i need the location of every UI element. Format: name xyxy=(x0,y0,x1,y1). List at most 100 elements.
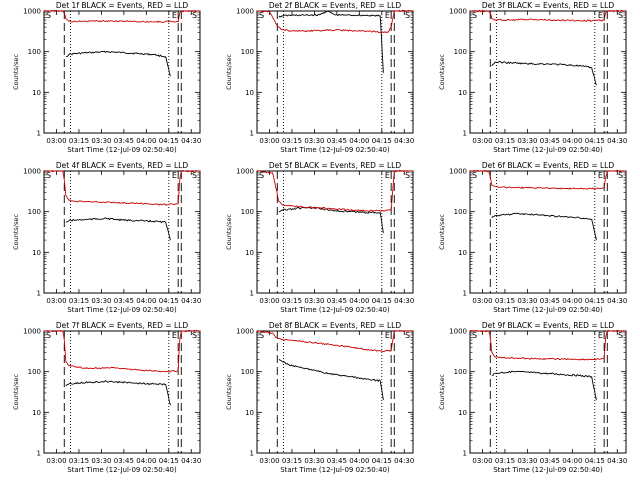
chart-title: Det 4f BLACK = Events, RED = LLD xyxy=(56,161,189,170)
y-tick-label: 100 xyxy=(454,368,467,376)
plot-frame xyxy=(43,170,201,294)
x-tick-label: 04:00 xyxy=(349,137,369,145)
chart-title: Det 5f BLACK = Events, RED = LLD xyxy=(269,161,402,170)
chart-panel-9: Det 9f BLACK = Events, RED = LLD 1 10 100 10… xyxy=(438,321,627,474)
x-tick-label: 04:00 xyxy=(562,137,582,145)
x-tick-label: 03:30 xyxy=(304,457,324,465)
plot-frame xyxy=(256,10,414,134)
start-marker-label: S xyxy=(472,331,477,340)
y-tick-label: 1 xyxy=(250,130,254,138)
series-line-lld xyxy=(256,9,414,34)
end-marker-label: E xyxy=(172,331,177,340)
x-tick-label: 03:30 xyxy=(517,137,537,145)
chart-title: Det 6f BLACK = Events, RED = LLD xyxy=(482,161,615,170)
end-marker-label: E xyxy=(385,331,390,340)
x-tick-label: 03:00 xyxy=(472,297,492,305)
x-tick-label: 04:30 xyxy=(394,137,414,145)
x-tick-label: 04:00 xyxy=(136,457,156,465)
x-tick-label: 03:30 xyxy=(91,137,111,145)
x-tick-label: 03:00 xyxy=(259,137,279,145)
start-marker-label: S xyxy=(259,171,264,180)
x-tick-label: 04:00 xyxy=(349,297,369,305)
y-tick-label: 1000 xyxy=(23,168,41,176)
y-tick-label: 1 xyxy=(37,290,41,298)
x-tick-label: 03:45 xyxy=(540,297,560,305)
x-tick-label: 03:45 xyxy=(327,297,347,305)
x-tick-label: 03:15 xyxy=(495,137,515,145)
x-tick-label: 03:45 xyxy=(540,137,560,145)
x-tick-label: 04:15 xyxy=(585,457,605,465)
x-tick-label: 03:45 xyxy=(114,137,134,145)
x-axis-label: Start Time (12-Jul-09 02:50:40) xyxy=(67,306,177,314)
y-tick-label: 100 xyxy=(28,368,41,376)
second-start-marker-label: S xyxy=(192,11,197,20)
second-start-marker-label: S xyxy=(192,331,197,340)
y-tick-label: 1 xyxy=(463,290,467,298)
y-tick-label: 10 xyxy=(245,89,254,97)
x-tick-label: 04:30 xyxy=(394,297,414,305)
x-tick-label: 04:15 xyxy=(585,297,605,305)
y-tick-label: 1000 xyxy=(236,328,254,336)
x-tick-label: 04:15 xyxy=(159,297,179,305)
series-line-lld xyxy=(256,330,414,353)
x-tick-label: 04:15 xyxy=(372,137,392,145)
x-tick-label: 04:30 xyxy=(607,457,627,465)
x-tick-label: 03:15 xyxy=(282,137,302,145)
chart-title: Det 2f BLACK = Events, RED = LLD xyxy=(269,1,402,10)
chart-title: Det 7f BLACK = Events, RED = LLD xyxy=(56,321,189,330)
end-marker-label: E xyxy=(172,11,177,20)
chart-panel-7: Det 7f BLACK = Events, RED = LLD 1 10 100 10… xyxy=(12,321,201,474)
series-line-events xyxy=(65,217,171,241)
second-start-marker-label: S xyxy=(618,11,623,20)
x-tick-label: 04:00 xyxy=(562,297,582,305)
start-marker-label: S xyxy=(259,11,264,20)
plot-frame xyxy=(469,10,627,134)
y-tick-label: 100 xyxy=(241,368,254,376)
x-tick-label: 04:00 xyxy=(136,297,156,305)
series-line-lld xyxy=(469,9,627,22)
y-tick-label: 100 xyxy=(28,48,41,56)
end-marker-label: E xyxy=(385,171,390,180)
series-line-events xyxy=(278,206,384,233)
chart-panel-1: Det 1f BLACK = Events, RED = LLD 1 10 100 10… xyxy=(12,1,201,154)
chart-panel-5: Det 5f BLACK = Events, RED = LLD 1 10 100 10… xyxy=(225,161,414,314)
x-tick-label: 03:45 xyxy=(327,457,347,465)
y-tick-label: 1000 xyxy=(23,328,41,336)
x-axis-label: Start Time (12-Jul-09 02:50:40) xyxy=(67,146,177,154)
end-marker-label: E xyxy=(598,331,603,340)
y-tick-label: 1 xyxy=(37,450,41,458)
x-tick-label: 03:00 xyxy=(259,457,279,465)
x-tick-label: 04:00 xyxy=(349,457,369,465)
x-tick-label: 04:15 xyxy=(585,137,605,145)
series-line-events xyxy=(65,380,171,406)
plot-frame xyxy=(469,330,627,454)
x-tick-label: 03:30 xyxy=(304,297,324,305)
x-tick-label: 03:15 xyxy=(69,137,89,145)
second-start-marker-label: S xyxy=(618,331,623,340)
x-tick-label: 04:15 xyxy=(159,457,179,465)
chart-title: Det 9f BLACK = Events, RED = LLD xyxy=(482,321,615,330)
series-line-events xyxy=(278,10,384,73)
chart-panel-2: Det 2f BLACK = Events, RED = LLD 1 10 100 10… xyxy=(225,1,414,154)
plot-frame xyxy=(43,330,201,454)
x-tick-label: 04:30 xyxy=(607,297,627,305)
x-tick-label: 04:00 xyxy=(136,137,156,145)
x-tick-label: 03:45 xyxy=(114,457,134,465)
x-tick-label: 04:30 xyxy=(607,137,627,145)
y-axis-label: Counts/sec xyxy=(225,214,233,250)
series-line-lld xyxy=(469,329,627,361)
y-tick-label: 1 xyxy=(250,450,254,458)
plot-frame xyxy=(256,170,414,294)
y-tick-label: 100 xyxy=(241,208,254,216)
x-tick-label: 03:30 xyxy=(517,297,537,305)
y-tick-label: 100 xyxy=(454,208,467,216)
chart-panel-6: Det 6f BLACK = Events, RED = LLD 1 10 100 10… xyxy=(438,161,627,314)
plot-frame xyxy=(43,10,201,134)
y-axis-label: Counts/sec xyxy=(12,374,20,410)
y-tick-label: 1 xyxy=(250,290,254,298)
chart-title: Det 8f BLACK = Events, RED = LLD xyxy=(269,321,402,330)
y-axis-label: Counts/sec xyxy=(12,54,20,90)
y-tick-label: 10 xyxy=(32,409,41,417)
y-tick-label: 1 xyxy=(37,130,41,138)
x-axis-label: Start Time (12-Jul-09 02:50:40) xyxy=(67,466,177,474)
